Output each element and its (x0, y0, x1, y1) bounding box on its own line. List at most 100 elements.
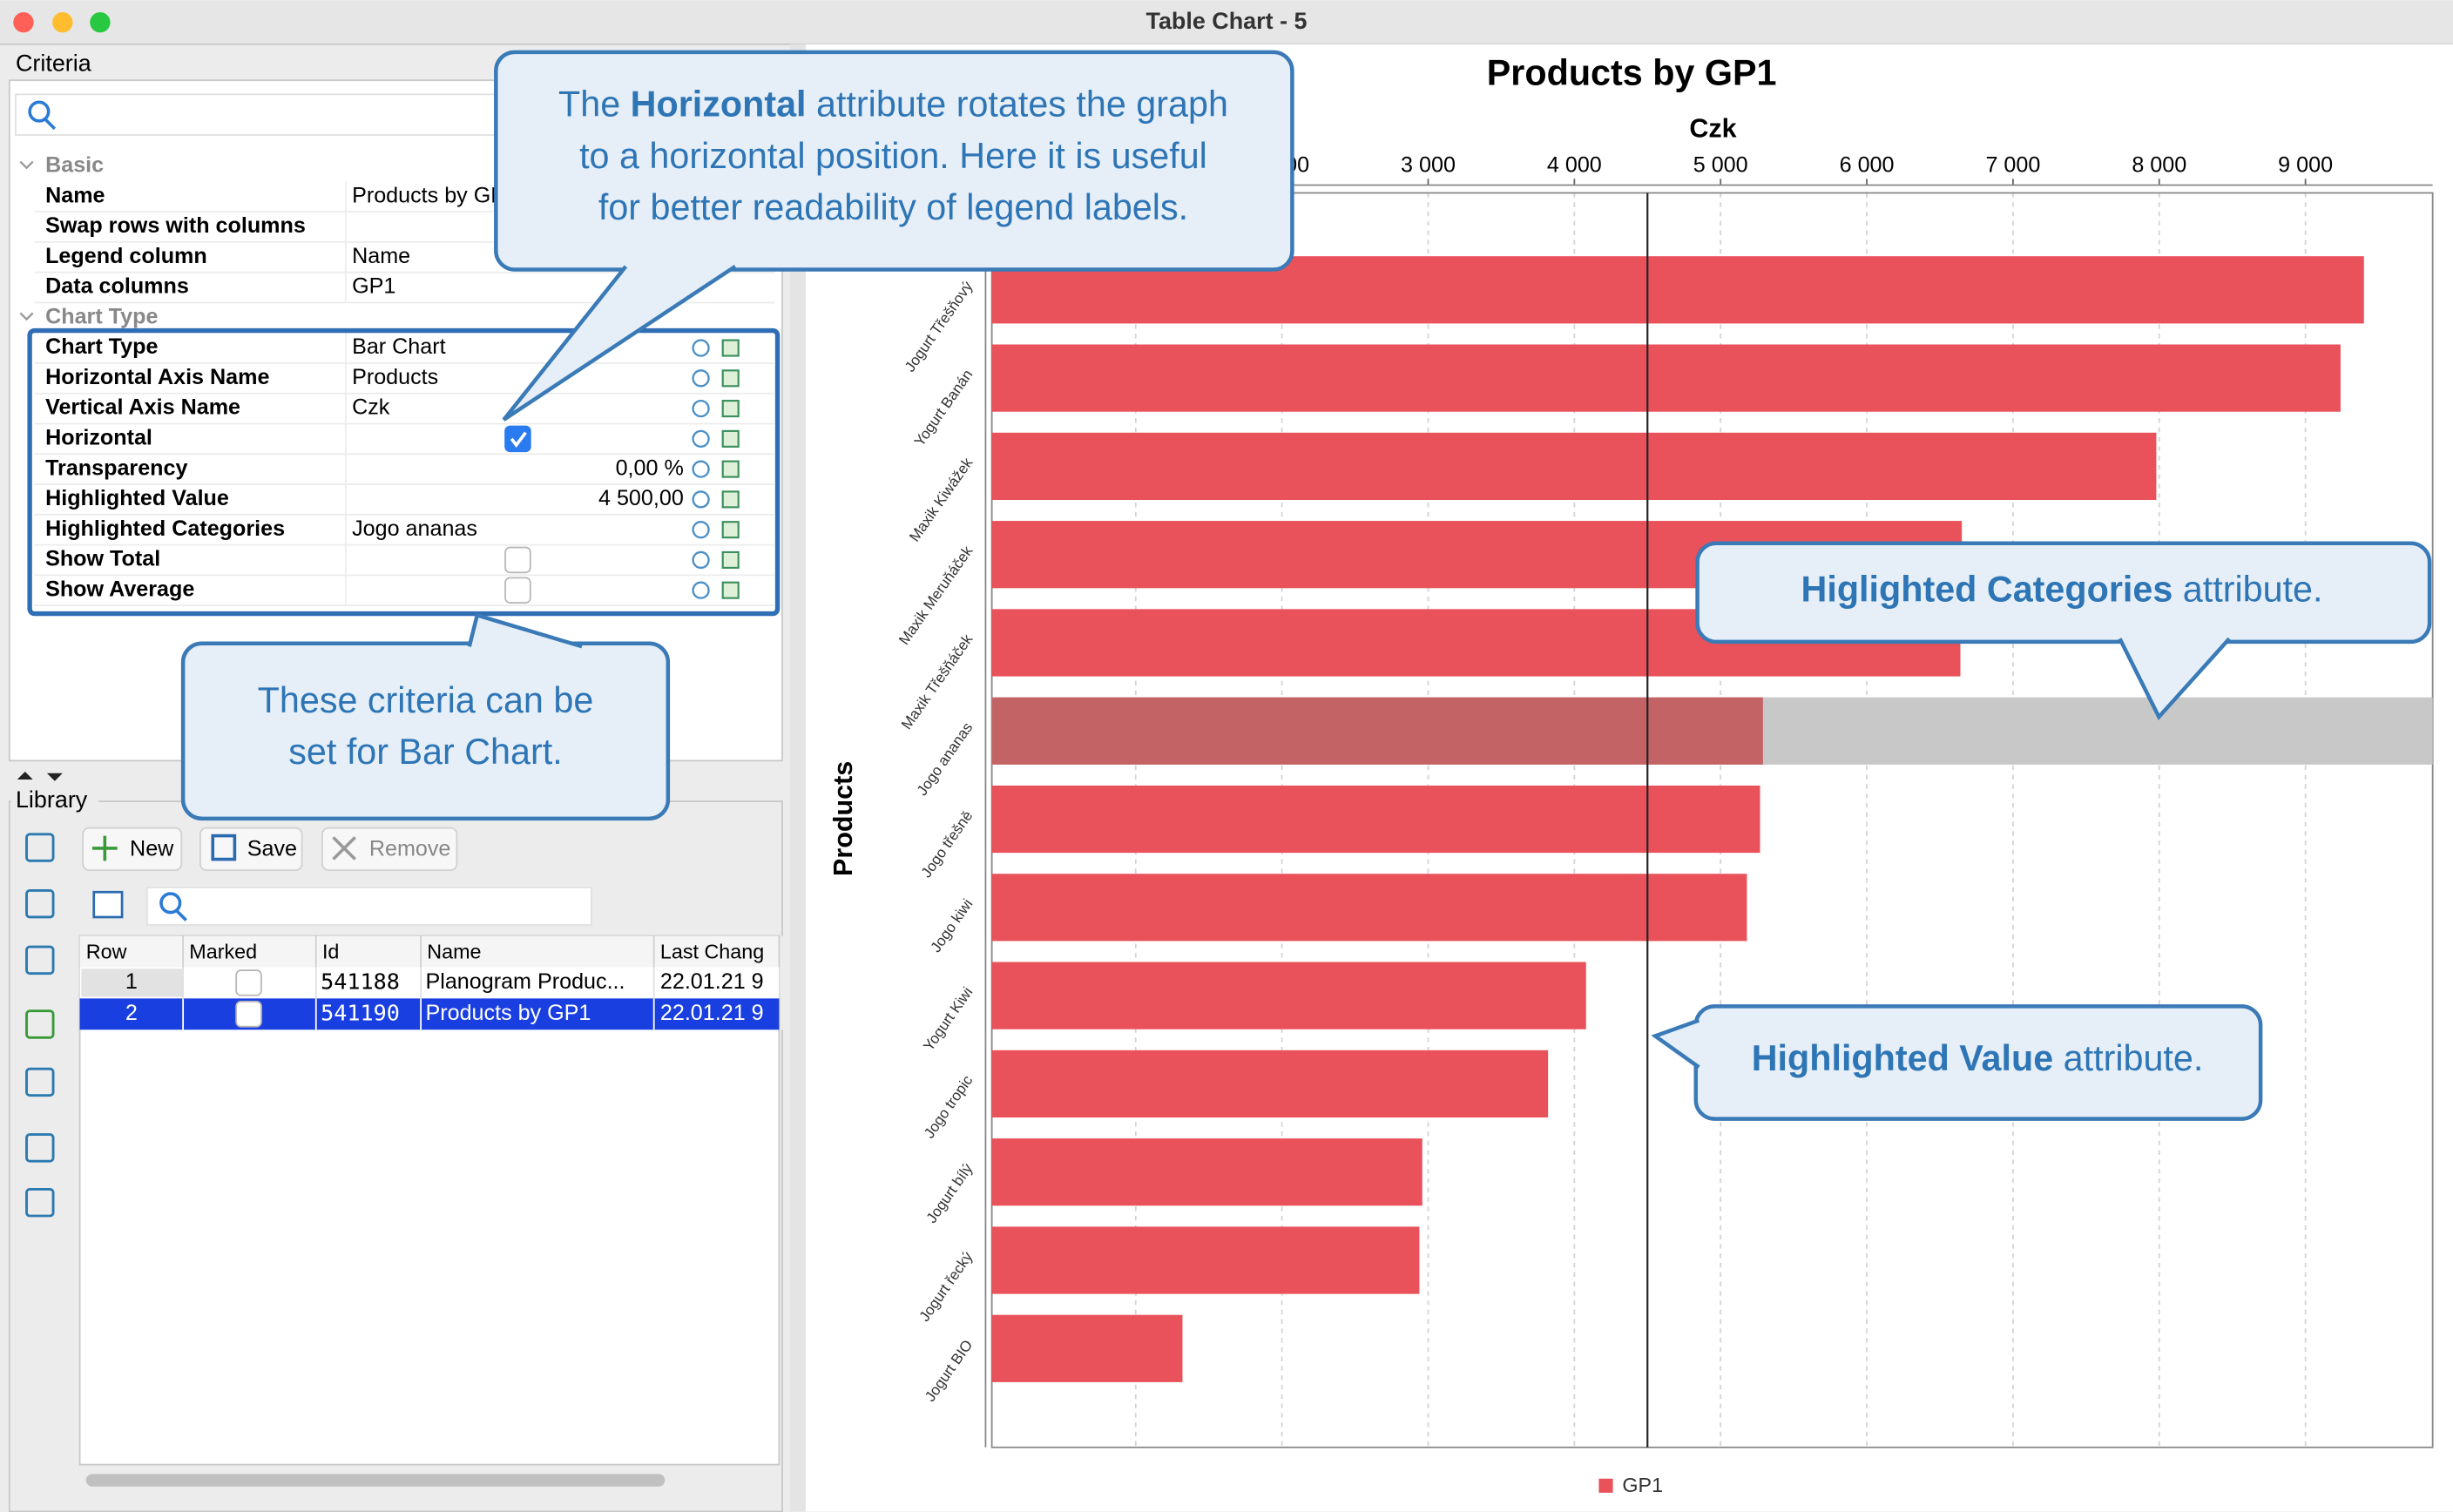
bar[interactable] (991, 697, 1763, 765)
edit-icon[interactable] (721, 521, 740, 539)
property-label: Highlighted Categories (45, 516, 285, 541)
property-label: Show Average (45, 577, 194, 601)
bar[interactable] (991, 1314, 1183, 1382)
property-value[interactable]: 4 500,00 (598, 486, 684, 510)
bar[interactable] (991, 1050, 1549, 1118)
bar[interactable] (991, 432, 2157, 501)
property-value[interactable]: Products (352, 365, 438, 389)
legend-label[interactable]: GP1 (1622, 1474, 1663, 1496)
legend-swatch[interactable] (1598, 1478, 1613, 1493)
table-icon[interactable] (92, 890, 124, 919)
side-tool-icon[interactable] (25, 945, 55, 975)
side-tool-icon[interactable] (25, 1067, 55, 1097)
cell: 22.01.21 9 (660, 969, 764, 994)
callout-box (494, 50, 1294, 272)
x-axis-label: Czk (1689, 114, 1736, 144)
property-value[interactable]: Products by GP1 (352, 183, 517, 207)
bar[interactable] (991, 344, 2341, 412)
callout-text-part: Horizontal (631, 84, 807, 125)
title-bar (0, 0, 2453, 44)
reset-icon[interactable] (692, 339, 710, 357)
button-icon (211, 834, 237, 861)
column-header[interactable]: Name (427, 940, 481, 962)
callout-tail-edge (467, 612, 583, 649)
property-value[interactable]: GP1 (352, 274, 395, 299)
x-tick-label: 7 000 (1985, 153, 2040, 178)
side-tool-icon[interactable] (25, 833, 55, 862)
property-value[interactable]: Bar Chart (352, 334, 446, 359)
side-tool-icon[interactable] (25, 1188, 55, 1218)
property-label: Swap rows with columns (45, 213, 306, 238)
search-box[interactable] (145, 886, 592, 926)
search-icon (44, 118, 57, 131)
library-title-bg (10, 786, 99, 816)
reset-icon[interactable] (692, 490, 710, 509)
button-label[interactable]: Save (247, 836, 297, 861)
cell: Planogram Produc... (425, 969, 625, 994)
checkbox[interactable] (504, 577, 531, 604)
edit-icon[interactable] (721, 369, 740, 388)
bar[interactable] (991, 874, 1747, 942)
reset-icon[interactable] (692, 369, 710, 388)
x-tick-label: 4 000 (1547, 153, 1602, 178)
column-header[interactable]: Last Chang (660, 940, 764, 962)
reset-icon[interactable] (692, 429, 710, 449)
table-header (79, 935, 780, 968)
x-tick-label: 8 000 (2132, 153, 2186, 178)
edit-icon[interactable] (721, 490, 740, 509)
callout: The Horizontal attribute rotates the gra… (494, 50, 1294, 422)
window-button[interactable] (13, 12, 34, 33)
button-label[interactable]: New (130, 836, 174, 861)
edit-icon[interactable] (721, 339, 740, 357)
section-header[interactable]: Basic (45, 153, 104, 178)
section-header[interactable]: Chart Type (45, 304, 158, 328)
button-label[interactable]: Remove (369, 836, 451, 861)
callout: These criteria can be set for Bar Chart. (180, 612, 671, 821)
edit-icon[interactable] (721, 460, 740, 478)
search-box[interactable] (15, 93, 517, 136)
column-header[interactable]: Row (86, 940, 127, 962)
property-value[interactable]: Czk (352, 395, 390, 420)
property-value[interactable]: Name (352, 244, 410, 268)
property-value[interactable]: Jogo ananas (352, 516, 477, 541)
edit-icon[interactable] (721, 581, 740, 599)
edit-icon[interactable] (721, 550, 740, 569)
x-tick-label: 9 000 (2278, 153, 2333, 178)
reset-icon[interactable] (692, 521, 710, 539)
bar[interactable] (991, 785, 1760, 854)
window-button[interactable] (90, 12, 111, 33)
checkbox[interactable] (235, 1001, 262, 1028)
reset-icon[interactable] (692, 550, 710, 570)
side-tool-icon[interactable] (25, 889, 55, 919)
scrollbar-thumb[interactable] (85, 1474, 666, 1487)
bar[interactable] (991, 962, 1586, 1029)
checkmark (510, 431, 527, 449)
side-tool-icon[interactable] (25, 1009, 55, 1039)
toolbar-button[interactable] (82, 827, 183, 871)
window-button[interactable] (52, 12, 73, 33)
callout-text-part: Highlighted Value (1752, 1038, 2053, 1078)
checkbox[interactable] (235, 969, 262, 996)
property-label: Horizontal (45, 426, 152, 450)
bar[interactable] (991, 1138, 1422, 1206)
property-label: Legend column (45, 244, 207, 268)
splitter[interactable] (789, 44, 806, 1512)
property-value[interactable]: 0,00 % (616, 456, 684, 480)
column-header[interactable]: Id (322, 940, 339, 962)
cell: 541190 (321, 1000, 400, 1025)
edit-icon[interactable] (721, 400, 740, 418)
table-row[interactable] (79, 998, 780, 1030)
splitter-arrows[interactable] (17, 771, 63, 781)
reset-icon[interactable] (692, 460, 710, 478)
side-tool-icon[interactable] (25, 1133, 55, 1163)
x-tick-label: 6 000 (1840, 153, 1895, 178)
reset-icon[interactable] (692, 581, 710, 599)
column-header[interactable]: Marked (189, 940, 257, 962)
bar[interactable] (991, 1226, 1420, 1294)
table-row[interactable] (79, 967, 780, 999)
callout-text-part: The (558, 84, 631, 125)
checkbox[interactable] (504, 425, 531, 453)
edit-icon[interactable] (721, 429, 740, 448)
reset-icon[interactable] (692, 399, 710, 418)
checkbox[interactable] (504, 546, 531, 574)
